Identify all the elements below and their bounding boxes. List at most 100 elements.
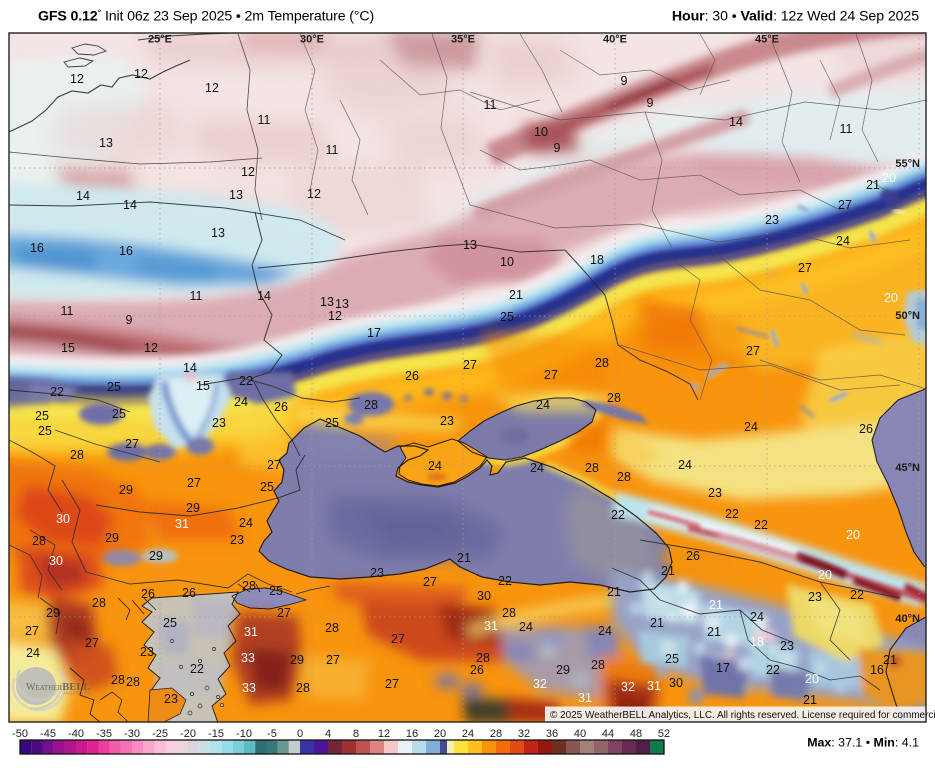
svg-text:10: 10 — [534, 125, 548, 139]
svg-text:30: 30 — [477, 589, 491, 603]
svg-text:23: 23 — [808, 590, 822, 604]
svg-text:28: 28 — [70, 448, 84, 462]
svg-text:18: 18 — [750, 635, 764, 649]
svg-text:24: 24 — [428, 459, 442, 473]
svg-text:21: 21 — [457, 551, 471, 565]
svg-text:28: 28 — [595, 356, 609, 370]
svg-text:14: 14 — [76, 189, 90, 203]
svg-text:31: 31 — [175, 517, 189, 531]
svg-text:23: 23 — [140, 645, 154, 659]
svg-text:27: 27 — [838, 198, 852, 212]
svg-text:22: 22 — [850, 588, 864, 602]
svg-text:8: 8 — [353, 728, 359, 740]
svg-text:28: 28 — [92, 596, 106, 610]
svg-text:30: 30 — [669, 676, 683, 690]
svg-text:30°E: 30°E — [300, 34, 324, 46]
svg-text:26: 26 — [470, 663, 484, 677]
svg-text:27: 27 — [385, 677, 399, 691]
svg-text:22: 22 — [725, 507, 739, 521]
svg-text:25: 25 — [325, 416, 339, 430]
svg-text:25: 25 — [163, 616, 177, 630]
svg-text:25: 25 — [38, 424, 52, 438]
svg-text:13: 13 — [463, 238, 477, 252]
svg-text:-45: -45 — [40, 728, 56, 740]
svg-text:22: 22 — [498, 574, 512, 588]
svg-text:30: 30 — [56, 512, 70, 526]
svg-text:WEATHERBELL: WEATHERBELL — [26, 682, 90, 693]
svg-text:27: 27 — [423, 575, 437, 589]
svg-text:29: 29 — [119, 483, 133, 497]
svg-text:20: 20 — [434, 728, 446, 740]
svg-text:23: 23 — [164, 692, 178, 706]
svg-text:27: 27 — [25, 624, 39, 638]
svg-text:27: 27 — [267, 458, 281, 472]
svg-text:40: 40 — [574, 728, 586, 740]
svg-text:14: 14 — [123, 198, 137, 212]
svg-text:-35: -35 — [96, 728, 112, 740]
svg-text:22: 22 — [611, 508, 625, 522]
svg-text:24: 24 — [836, 234, 850, 248]
svg-text:10: 10 — [500, 255, 514, 269]
svg-text:21: 21 — [509, 288, 523, 302]
svg-text:20: 20 — [805, 672, 819, 686]
svg-text:28: 28 — [296, 681, 310, 695]
svg-text:23: 23 — [212, 416, 226, 430]
svg-text:29: 29 — [290, 653, 304, 667]
svg-text:23: 23 — [708, 486, 722, 500]
svg-text:27: 27 — [85, 636, 99, 650]
svg-text:23: 23 — [765, 213, 779, 227]
svg-text:24: 24 — [239, 516, 253, 530]
svg-text:-30: -30 — [124, 728, 140, 740]
svg-text:9: 9 — [554, 141, 561, 155]
svg-text:35°E: 35°E — [451, 34, 475, 46]
svg-text:31: 31 — [647, 679, 661, 693]
svg-text:21: 21 — [707, 625, 721, 639]
svg-text:-5: -5 — [267, 728, 277, 740]
svg-text:25: 25 — [112, 407, 126, 421]
svg-text:11: 11 — [190, 289, 203, 303]
svg-text:23: 23 — [370, 566, 384, 580]
svg-text:27: 27 — [746, 344, 760, 358]
svg-text:© 2025 WeatherBELL Analytics,: © 2025 WeatherBELL Analytics, LLC. All r… — [550, 710, 935, 721]
svg-text:25: 25 — [107, 380, 121, 394]
svg-text:29: 29 — [556, 663, 570, 677]
svg-text:12: 12 — [70, 72, 84, 86]
svg-text:22: 22 — [50, 385, 64, 399]
svg-text:-20: -20 — [180, 728, 196, 740]
svg-text:Max: 37.1 • Min: 4.1: Max: 37.1 • Min: 4.1 — [807, 736, 919, 750]
svg-text:12: 12 — [144, 341, 158, 355]
svg-text:31: 31 — [578, 691, 592, 705]
svg-text:28: 28 — [325, 621, 339, 635]
svg-text:31: 31 — [484, 619, 498, 633]
svg-text:12: 12 — [205, 81, 219, 95]
svg-text:22: 22 — [239, 374, 253, 388]
svg-text:25: 25 — [500, 310, 514, 324]
svg-text:9: 9 — [621, 74, 628, 88]
svg-text:40°E: 40°E — [603, 34, 627, 46]
svg-text:55°N: 55°N — [895, 158, 920, 170]
svg-text:29: 29 — [186, 501, 200, 515]
svg-text:33: 33 — [242, 681, 256, 695]
svg-text:-25: -25 — [152, 728, 168, 740]
svg-text:21: 21 — [607, 585, 621, 599]
svg-text:29: 29 — [149, 549, 163, 563]
svg-text:0: 0 — [297, 728, 303, 740]
svg-text:45°E: 45°E — [755, 34, 779, 46]
svg-text:14: 14 — [729, 115, 743, 129]
svg-text:11: 11 — [484, 98, 497, 112]
svg-text:9: 9 — [126, 313, 133, 327]
svg-text:4: 4 — [325, 728, 331, 740]
svg-text:26: 26 — [405, 369, 419, 383]
svg-text:28: 28 — [111, 673, 125, 687]
svg-text:31: 31 — [244, 625, 258, 639]
svg-text:24: 24 — [530, 461, 544, 475]
svg-text:12: 12 — [378, 728, 390, 740]
svg-text:21: 21 — [661, 564, 675, 578]
svg-text:27: 27 — [463, 358, 477, 372]
svg-text:GFS 0.12° Init 06z 23 Sep 2025: GFS 0.12° Init 06z 23 Sep 2025 • 2m Temp… — [38, 8, 374, 25]
svg-text:52: 52 — [658, 728, 670, 740]
svg-text:32: 32 — [621, 680, 635, 694]
svg-text:22: 22 — [190, 662, 204, 676]
svg-text:28: 28 — [502, 606, 516, 620]
svg-text:-15: -15 — [208, 728, 224, 740]
